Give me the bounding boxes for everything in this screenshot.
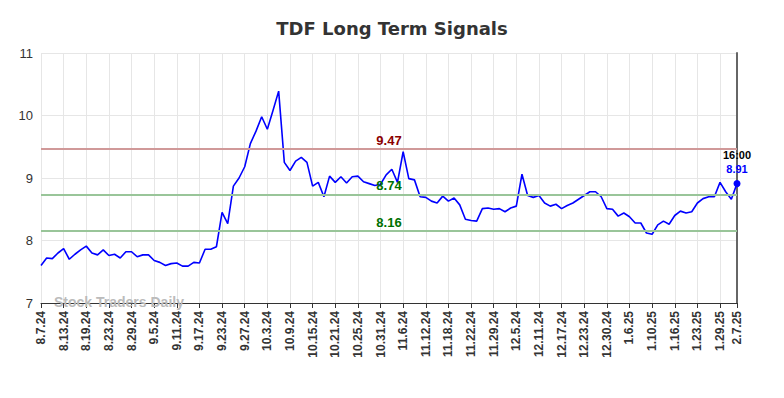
- svg-text:1.6.25: 1.6.25: [622, 311, 636, 345]
- svg-text:8: 8: [26, 233, 33, 248]
- svg-text:8.16: 8.16: [376, 215, 401, 230]
- svg-text:8.74: 8.74: [376, 178, 402, 193]
- svg-text:10.21.24: 10.21.24: [328, 311, 342, 358]
- svg-text:8.29.24: 8.29.24: [125, 311, 139, 351]
- svg-text:11.29.24: 11.29.24: [487, 311, 501, 357]
- svg-text:8.91: 8.91: [726, 163, 747, 175]
- svg-text:8.7.24: 8.7.24: [34, 311, 48, 345]
- svg-text:10.15.24: 10.15.24: [306, 311, 320, 358]
- svg-text:9.11.24: 9.11.24: [170, 311, 184, 351]
- svg-text:1.29.25: 1.29.25: [713, 311, 727, 351]
- svg-text:12.5.24: 12.5.24: [509, 311, 523, 351]
- svg-text:10.25.24: 10.25.24: [351, 311, 365, 358]
- svg-text:9.23.24: 9.23.24: [215, 311, 229, 351]
- svg-text:1.23.25: 1.23.25: [690, 311, 704, 351]
- svg-text:7: 7: [26, 296, 33, 311]
- svg-text:10: 10: [19, 108, 33, 123]
- svg-text:10.3.24: 10.3.24: [260, 311, 274, 351]
- svg-text:9.27.24: 9.27.24: [238, 311, 252, 351]
- svg-text:TDF Long Term Signals: TDF Long Term Signals: [276, 18, 507, 39]
- svg-text:Stock Traders Daily: Stock Traders Daily: [54, 294, 184, 310]
- svg-text:12.17.24: 12.17.24: [555, 311, 569, 358]
- svg-text:9.5.24: 9.5.24: [147, 311, 161, 345]
- svg-text:8.13.24: 8.13.24: [57, 311, 71, 351]
- svg-text:8.23.24: 8.23.24: [102, 311, 116, 351]
- svg-text:9.47: 9.47: [376, 133, 401, 148]
- svg-text:9: 9: [26, 171, 33, 186]
- svg-text:11.18.24: 11.18.24: [441, 311, 455, 357]
- svg-text:10.9.24: 10.9.24: [283, 311, 297, 351]
- svg-text:11.22.24: 11.22.24: [464, 311, 478, 357]
- svg-text:9.17.24: 9.17.24: [192, 311, 206, 351]
- svg-text:8.19.24: 8.19.24: [79, 311, 93, 351]
- svg-text:11.12.24: 11.12.24: [419, 311, 433, 357]
- svg-text:12.11.24: 12.11.24: [532, 311, 546, 357]
- svg-text:11: 11: [20, 46, 34, 61]
- svg-text:10.31.24: 10.31.24: [374, 311, 388, 358]
- svg-text:1.10.25: 1.10.25: [645, 311, 659, 351]
- svg-text:11.6.24: 11.6.24: [396, 311, 410, 351]
- svg-text:1.16.25: 1.16.25: [668, 311, 682, 351]
- svg-text:2.7.25: 2.7.25: [730, 311, 744, 345]
- svg-text:12.30.24: 12.30.24: [600, 311, 614, 358]
- svg-text:12.23.24: 12.23.24: [577, 311, 591, 358]
- svg-text:16:00: 16:00: [723, 149, 751, 161]
